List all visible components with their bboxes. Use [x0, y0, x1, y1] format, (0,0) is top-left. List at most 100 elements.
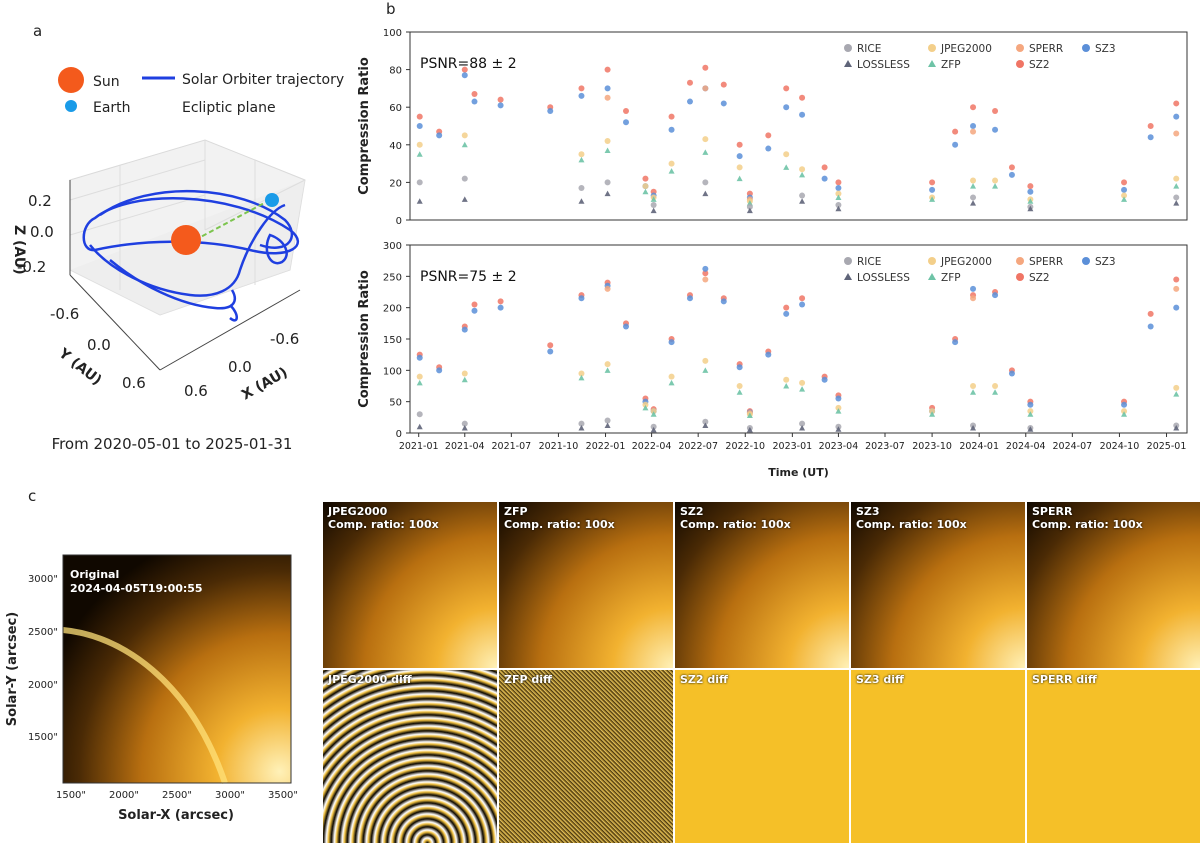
- chart-1-point-sz2: [547, 342, 554, 349]
- jpeg2000-name: JPEG2000: [328, 505, 388, 518]
- chart-1-title: PSNR=75 ± 2: [420, 269, 517, 285]
- chart-1-legend-label: JPEG2000: [940, 256, 992, 268]
- chart-1-xtick-label: 2025-01: [1147, 441, 1187, 452]
- sz3-compressed-image: SZ3 Comp. ratio: 100x: [851, 502, 1025, 668]
- chart-1-point-jpeg2000: [929, 408, 936, 415]
- chart-0-point-sperr: [604, 94, 611, 101]
- chart-1-point-jpeg2000: [835, 404, 842, 411]
- chart-1-xtick-label: 2021-01: [399, 441, 439, 452]
- chart-0-point-sz2: [929, 179, 936, 186]
- sz2-compressed-image: SZ2 Comp. ratio: 100x: [675, 502, 849, 668]
- solar-y-tick-2: 2000": [28, 680, 58, 691]
- chart-0-point-sz2: [578, 85, 585, 92]
- panel-label-b: b: [386, 0, 396, 18]
- chart-0-point-sz3: [992, 126, 999, 133]
- chart-0-point-sz3: [436, 132, 443, 139]
- solar-x-tick-0: 1500": [56, 790, 86, 801]
- chart-1-point-sz3: [416, 354, 423, 361]
- chart-1-point-lossless: [1173, 424, 1180, 431]
- sz2-ratio: Comp. ratio: 100x: [680, 518, 791, 531]
- chart-1-ytick-label: 0: [396, 429, 402, 440]
- chart-0-legend-marker: [844, 60, 852, 67]
- chart-0-point-sz2: [1121, 179, 1128, 186]
- chart-1-legend-label: LOSSLESS: [857, 272, 910, 284]
- legend-sun-label: Sun: [93, 74, 120, 90]
- chart-1-point-rice: [650, 423, 657, 430]
- chart-0-point-sz3: [1121, 186, 1128, 193]
- chart-1-point-lossless: [578, 424, 585, 431]
- sz2-diff-label: SZ2 diff: [680, 673, 728, 686]
- chart-0-point-sz2: [702, 64, 709, 71]
- chart-0-point-sz3: [765, 145, 772, 152]
- solar-y-tick-1: 2500": [28, 627, 58, 638]
- chart-1-legend-label: SZ2: [1029, 272, 1050, 284]
- chart-1-point-zfp: [604, 367, 611, 373]
- chart-0-point-jpeg2000: [578, 151, 585, 158]
- chart-1-point-sz3: [821, 376, 828, 383]
- chart-1-point-sperr: [1173, 285, 1180, 292]
- jpeg2000-diff-image: JPEG2000 diff: [323, 670, 497, 843]
- chart-0-point-sz3: [783, 104, 790, 111]
- chart-1-point-sz3: [702, 265, 709, 272]
- chart-0-point-sz2: [604, 66, 611, 73]
- chart-0-point-zfp: [746, 200, 753, 206]
- chart-1-point-jpeg2000: [650, 408, 657, 415]
- chart-1-legend-marker: [928, 257, 936, 265]
- chart-1-point-jpeg2000: [702, 357, 709, 364]
- y-tick-2: 0.6: [122, 374, 146, 392]
- chart-0-point-sz2: [1147, 123, 1154, 129]
- chart-1-xtick-label: 2021-10: [539, 441, 579, 452]
- chart-0-point-sz2: [1173, 100, 1180, 107]
- chart-1-point-jpeg2000: [1027, 408, 1034, 415]
- chart-1-point-zfp: [835, 408, 842, 414]
- chart-1-point-rice: [416, 411, 423, 418]
- chart-0-point-rice: [416, 179, 423, 186]
- chart-0-legend-label: RICE: [857, 43, 881, 55]
- sz2-name: SZ2: [680, 505, 704, 518]
- chart-1-point-sz3: [547, 348, 554, 355]
- chart-1-point-jpeg2000: [461, 370, 468, 377]
- chart-0-ylabel: Compression Ratio: [357, 57, 372, 195]
- chart-0-point-sperr: [970, 128, 977, 135]
- chart-1-point-sz3: [436, 367, 443, 374]
- chart-0-point-sz3: [416, 123, 423, 129]
- chart-1-point-jpeg2000: [970, 383, 977, 389]
- chart-0-point-rice: [578, 185, 585, 192]
- chart-0-point-zfp: [416, 151, 423, 157]
- chart-1-point-sz3: [686, 295, 693, 302]
- chart-1-point-sperr: [604, 285, 611, 292]
- chart-0-point-zfp: [783, 164, 790, 170]
- chart-1-point-jpeg2000: [736, 383, 743, 389]
- chart-0-point-sz2: [686, 79, 693, 86]
- chart-1-point-sz3: [765, 351, 772, 358]
- chart-1-ytick-label: 200: [383, 304, 402, 315]
- legend-ecliptic-label: Ecliptic plane: [182, 100, 276, 116]
- chart-0-point-jpeg2000: [416, 141, 423, 148]
- chart-0-title: PSNR=88 ± 2: [420, 56, 517, 72]
- sz2-diff-image: SZ2 diff: [675, 670, 849, 843]
- chart-1-point-sz3: [992, 292, 999, 299]
- chart-0-point-jpeg2000: [1173, 175, 1180, 182]
- chart-0-legend-marker: [928, 60, 936, 67]
- chart-1-point-jpeg2000: [783, 376, 790, 383]
- chart-1-point-lossless: [650, 426, 657, 433]
- chart-1-legend-marker: [1082, 257, 1090, 265]
- chart-1-point-sz3: [1173, 304, 1180, 311]
- z-tick-0: 0.2: [28, 192, 52, 210]
- chart-1-point-zfp: [461, 376, 468, 383]
- chart-0-point-zfp: [1173, 183, 1180, 189]
- original-frame: [62, 554, 292, 784]
- chart-1-point-sz2: [702, 270, 709, 277]
- chart-0-point-zfp: [604, 147, 611, 153]
- chart-0-point-rice: [702, 179, 709, 186]
- chart-0-point-lossless: [702, 190, 709, 197]
- jpeg2000-compressed-image: JPEG2000 Comp. ratio: 100x: [323, 502, 497, 668]
- chart-0-point-sz3: [720, 100, 727, 107]
- earth-legend-marker: [65, 100, 77, 112]
- chart-0-point-sz2: [668, 113, 675, 120]
- chart-1-point-jpeg2000: [578, 370, 585, 377]
- chart-0-legend-label: SZ2: [1029, 59, 1050, 71]
- chart-0-legend-marker: [1016, 60, 1024, 68]
- chart-1-xtick-label: 2021-07: [491, 441, 531, 452]
- chart-1-xtick-label: 2023-10: [912, 441, 952, 452]
